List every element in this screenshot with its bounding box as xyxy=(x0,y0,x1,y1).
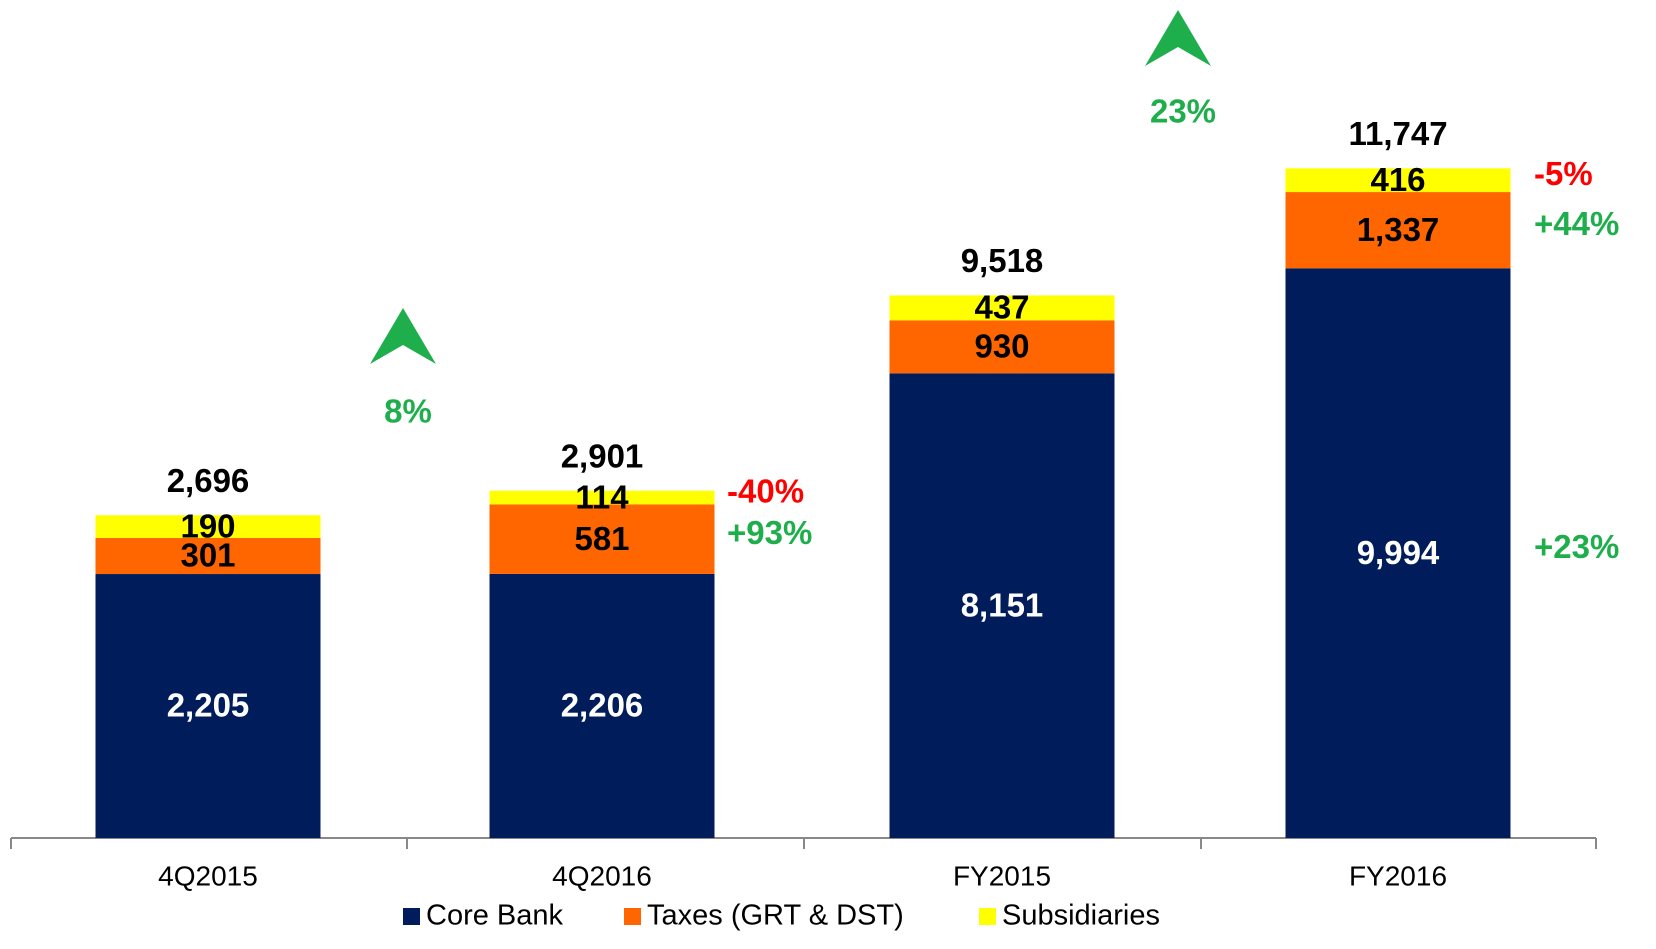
x-tick-label: 4Q2015 xyxy=(158,860,258,891)
bar-segment xyxy=(489,573,715,838)
growth-arrow xyxy=(1145,10,1211,66)
total-label: 2,901 xyxy=(561,437,644,474)
x-tick-label: FY2015 xyxy=(953,860,1051,891)
x-tick-label: FY2016 xyxy=(1349,860,1447,891)
bar-segment xyxy=(95,537,321,575)
bar-segment xyxy=(489,490,715,505)
legend-swatch xyxy=(624,908,641,925)
bar-segment xyxy=(1285,268,1511,838)
value-label: 114 xyxy=(575,478,629,515)
value-label: 8,151 xyxy=(961,586,1044,623)
bar-segment xyxy=(489,504,715,574)
legend-label: Subsidiaries xyxy=(1002,900,1160,932)
value-label: 2,205 xyxy=(167,687,250,724)
x-axis xyxy=(10,837,1597,849)
bar-segment xyxy=(1285,192,1511,269)
value-label: 416 xyxy=(1370,161,1425,198)
legend-label: Core Bank xyxy=(426,900,564,932)
change-label: -5% xyxy=(1534,155,1593,192)
bar-segment xyxy=(95,515,321,538)
value-label: 301 xyxy=(180,537,235,574)
change-label: -40% xyxy=(727,472,804,509)
total-label: 2,696 xyxy=(167,462,250,499)
legend-swatch xyxy=(403,908,420,925)
bar-segment xyxy=(889,320,1115,374)
bar-segment xyxy=(889,295,1115,321)
value-label: 930 xyxy=(974,328,1029,365)
value-label: 190 xyxy=(180,507,235,544)
total-label: 11,747 xyxy=(1348,115,1447,152)
growth-label: 8% xyxy=(384,393,432,430)
value-label: 2,206 xyxy=(561,687,644,724)
legend-swatch xyxy=(979,908,996,925)
change-label: +44% xyxy=(1534,205,1619,242)
growth-arrow xyxy=(370,308,436,364)
growth-label: 23% xyxy=(1150,93,1216,130)
value-label: 437 xyxy=(974,289,1029,326)
bar-segment xyxy=(889,373,1115,838)
x-tick-label: 4Q2016 xyxy=(552,860,652,891)
legend-label: Taxes (GRT & DST) xyxy=(647,900,904,932)
change-label: +93% xyxy=(727,514,812,551)
bar-segment xyxy=(1285,168,1511,193)
total-label: 9,518 xyxy=(961,242,1044,279)
value-label: 9,994 xyxy=(1357,534,1440,571)
value-label: 581 xyxy=(574,520,629,557)
value-label: 1,337 xyxy=(1357,211,1440,248)
bar-segment xyxy=(95,574,321,838)
change-label: +23% xyxy=(1534,528,1619,565)
